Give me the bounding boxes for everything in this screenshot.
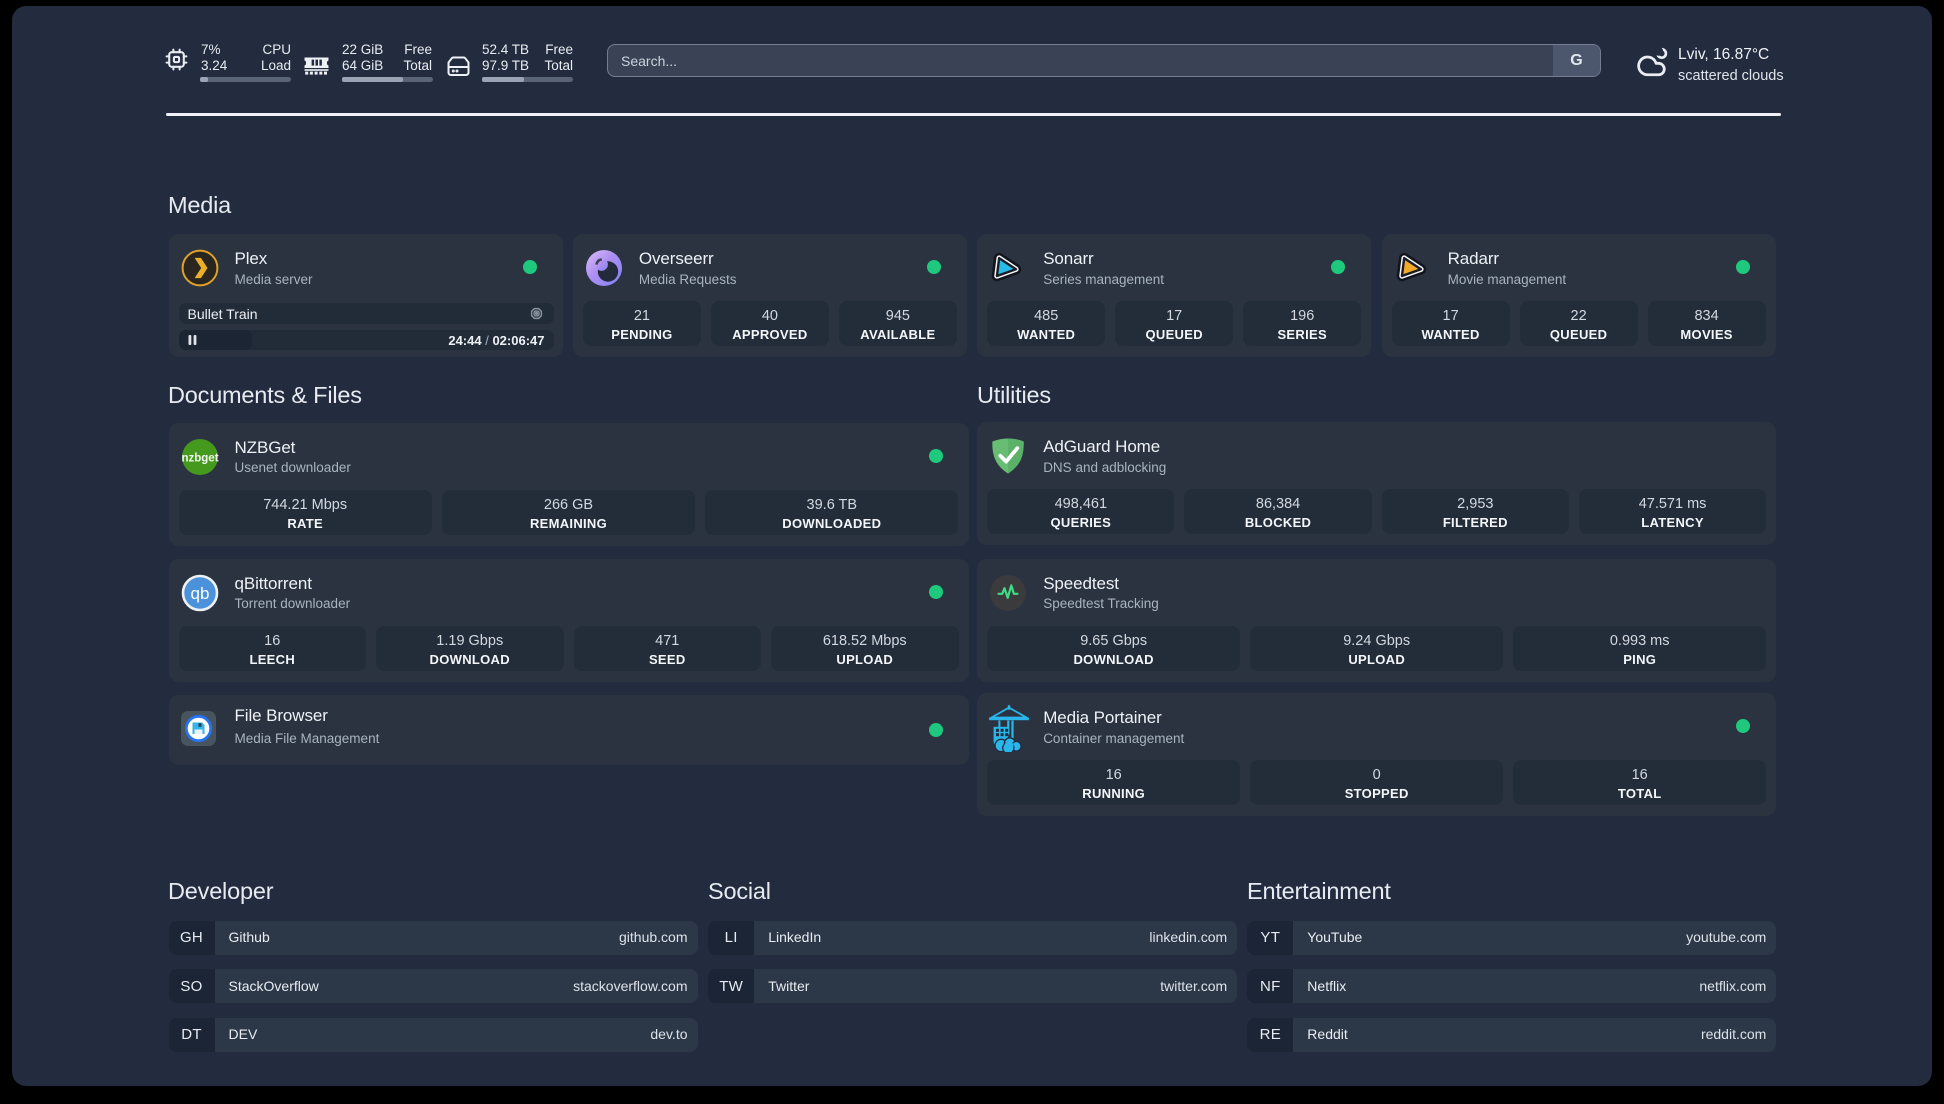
svg-text:qb: qb — [190, 584, 209, 603]
svg-text:nzbget: nzbget — [181, 452, 218, 464]
